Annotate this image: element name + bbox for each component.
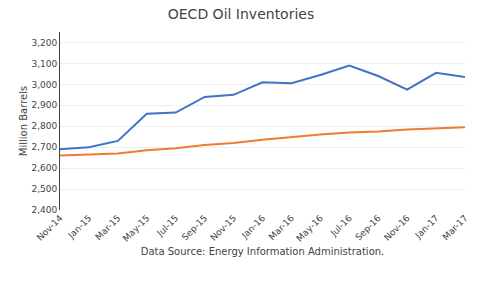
svg-text:Jan-15: Jan-15 <box>66 213 94 241</box>
svg-text:Jan-17: Jan-17 <box>413 213 441 241</box>
svg-text:Nov-14: Nov-14 <box>35 213 65 243</box>
svg-text:3,200: 3,200 <box>31 38 57 48</box>
svg-text:Jul-15: Jul-15 <box>154 213 180 239</box>
svg-text:2,800: 2,800 <box>31 121 57 131</box>
svg-text:2,500: 2,500 <box>31 184 57 194</box>
svg-text:Nov-15: Nov-15 <box>208 213 238 243</box>
svg-text:Million Barrels: Million Barrels <box>18 86 29 156</box>
svg-text:3,000: 3,000 <box>31 80 57 90</box>
svg-text:Data Source: Energy Informatio: Data Source: Energy Information Administ… <box>141 246 385 257</box>
svg-text:2,900: 2,900 <box>31 100 57 110</box>
svg-text:Mar-17: Mar-17 <box>441 213 470 242</box>
svg-text:Mar-16: Mar-16 <box>267 213 296 242</box>
svg-text:OECD Oil Inventories: OECD Oil Inventories <box>168 6 315 22</box>
svg-text:Mar-15: Mar-15 <box>93 213 122 242</box>
svg-text:Sep-15: Sep-15 <box>180 213 209 242</box>
svg-text:2,400: 2,400 <box>31 205 57 215</box>
svg-text:May-15: May-15 <box>121 213 152 244</box>
svg-text:2,700: 2,700 <box>31 142 57 152</box>
svg-text:Nov-16: Nov-16 <box>382 213 412 243</box>
svg-text:May-16: May-16 <box>294 213 325 244</box>
svg-text:Sep-16: Sep-16 <box>353 213 383 243</box>
svg-text:Jul-16: Jul-16 <box>328 213 354 239</box>
svg-text:Jan-16: Jan-16 <box>239 213 267 241</box>
svg-text:2,600: 2,600 <box>31 163 57 173</box>
svg-text:3,100: 3,100 <box>31 59 57 69</box>
